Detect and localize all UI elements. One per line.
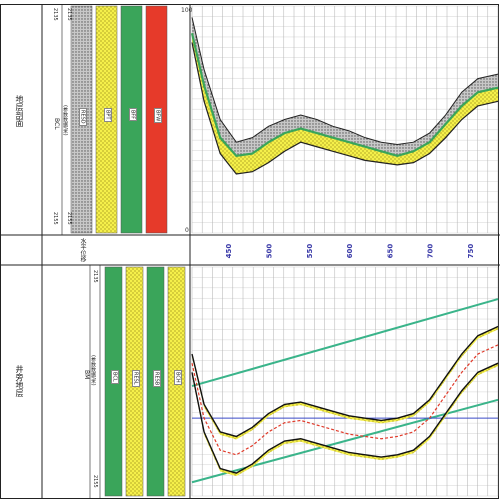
- x-tick-3: 600: [346, 244, 354, 259]
- bottom-section-title: 井旁地层: [15, 365, 24, 397]
- top-depth-min: 2135: [66, 8, 72, 21]
- bottom-chart-grid: [191, 266, 499, 497]
- top-track-label-0: RESD: [78, 108, 87, 126]
- x-tick-5: 700: [427, 244, 435, 259]
- top-depth-min-2: 2135: [52, 8, 58, 21]
- top-series-2: [191, 42, 499, 175]
- top-y-max-label: 100: [181, 7, 193, 14]
- bottom-series-0: [191, 325, 499, 438]
- top-band-lower: [192, 33, 498, 174]
- x-tick-1: 500: [266, 244, 274, 259]
- bottom-envelope-upper: [192, 326, 498, 440]
- bottom-curve-label: BM: [83, 370, 90, 380]
- bottom-track-label-1: RESL: [131, 370, 140, 387]
- top-area-chart: [190, 17, 499, 175]
- top-curve-sub: (参数数据/米): [62, 105, 68, 136]
- top-track-label-1: BPT: [103, 108, 112, 122]
- bottom-track-label-3: BCH: [173, 370, 182, 385]
- top-depth-max: 2155: [66, 212, 72, 225]
- bottom-track-label-2: RESB: [152, 370, 161, 388]
- outer-border: [0, 4, 499, 499]
- horizontal-displacement-axis: 450 500 550 600 650 700 750: [225, 244, 475, 259]
- bottom-envelope-lower: [192, 363, 498, 477]
- bottom-depth-max: 2155: [92, 475, 98, 488]
- bottom-depth-min: 2135: [92, 270, 98, 283]
- bottom-trend-upper: [191, 298, 499, 388]
- top-track-label-3: BFW: [153, 108, 162, 124]
- top-green-strip: [190, 32, 499, 157]
- bottom-track-label-0: BCL: [110, 370, 119, 384]
- top-curve-label: BCL: [53, 118, 60, 130]
- top-series-0: [191, 17, 499, 145]
- bottom-series-2: [191, 362, 499, 474]
- x-tick-4: 650: [386, 244, 394, 259]
- middle-axis-title: 水平位移: [79, 238, 86, 262]
- x-tick-2: 550: [306, 244, 314, 259]
- top-section-title: 地层剖面: [15, 95, 24, 127]
- top-track-label-2: BFF: [128, 108, 137, 122]
- top-depth-max-2: 2155: [52, 212, 58, 225]
- bottom-curve-sub: (参数数据/米): [90, 355, 96, 386]
- top-y-min-label: 0: [185, 227, 189, 234]
- x-tick-0: 450: [225, 244, 233, 259]
- bottom-series-1: [191, 344, 499, 456]
- bottom-line-chart: [191, 298, 499, 484]
- x-tick-6: 750: [467, 244, 475, 259]
